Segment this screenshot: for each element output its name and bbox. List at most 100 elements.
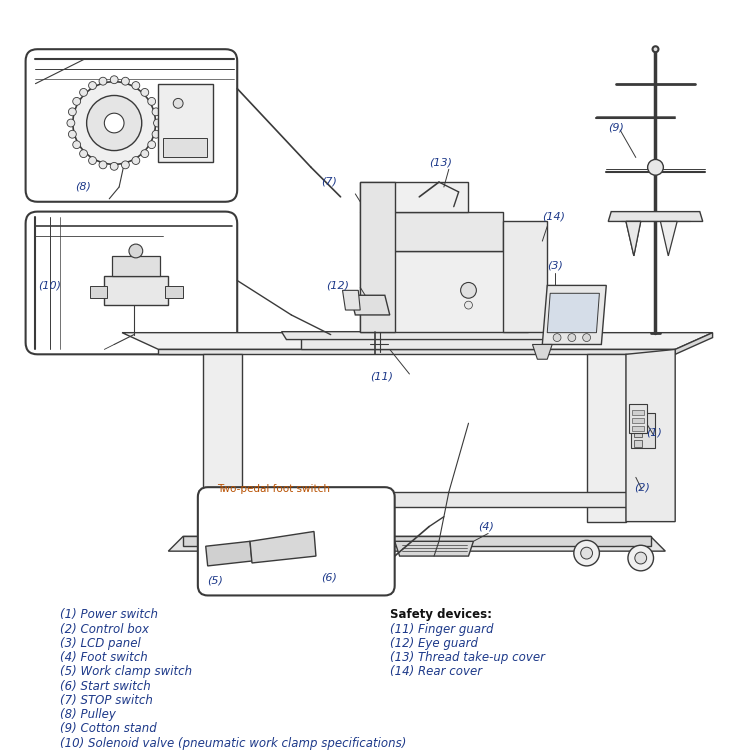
Circle shape	[568, 334, 576, 341]
Polygon shape	[661, 221, 677, 256]
Circle shape	[110, 76, 118, 84]
Circle shape	[132, 82, 140, 89]
Circle shape	[154, 119, 161, 127]
Polygon shape	[302, 332, 548, 350]
Bar	[158, 84, 212, 163]
Polygon shape	[503, 221, 548, 332]
Circle shape	[73, 82, 155, 164]
Circle shape	[122, 161, 129, 169]
Text: (10) Solenoid valve (pneumatic work clamp specifications): (10) Solenoid valve (pneumatic work clam…	[60, 736, 406, 750]
Polygon shape	[198, 492, 631, 507]
Circle shape	[634, 552, 646, 564]
Bar	[632, 426, 644, 431]
Circle shape	[88, 157, 97, 164]
Circle shape	[628, 545, 653, 571]
Circle shape	[580, 548, 592, 559]
Circle shape	[110, 163, 118, 170]
Text: (11): (11)	[370, 372, 393, 382]
Circle shape	[152, 108, 160, 116]
Circle shape	[88, 82, 97, 89]
Bar	[165, 286, 183, 298]
Polygon shape	[542, 286, 606, 344]
Text: (4): (4)	[478, 521, 494, 532]
Circle shape	[80, 88, 88, 96]
Circle shape	[122, 77, 129, 86]
Circle shape	[652, 46, 658, 53]
Circle shape	[583, 334, 590, 341]
Text: (14): (14)	[542, 211, 566, 221]
Circle shape	[73, 141, 80, 148]
Circle shape	[141, 150, 148, 158]
Text: (5): (5)	[207, 575, 223, 586]
Circle shape	[141, 88, 148, 96]
Text: (6) Start switch: (6) Start switch	[60, 680, 151, 692]
Text: (12) Eye guard: (12) Eye guard	[390, 637, 478, 650]
Circle shape	[148, 141, 156, 148]
Circle shape	[68, 108, 76, 116]
Text: (8) Pulley: (8) Pulley	[60, 708, 116, 722]
Polygon shape	[281, 332, 582, 340]
Polygon shape	[360, 251, 527, 332]
Text: Two-pedal foot switch: Two-pedal foot switch	[217, 484, 331, 494]
Polygon shape	[343, 290, 360, 310]
Circle shape	[73, 98, 80, 105]
Polygon shape	[104, 275, 168, 305]
Text: (3) LCD panel: (3) LCD panel	[60, 637, 141, 650]
Bar	[632, 410, 644, 416]
Text: (11) Finger guard: (11) Finger guard	[390, 622, 494, 635]
Polygon shape	[548, 293, 599, 333]
Circle shape	[104, 113, 124, 133]
Circle shape	[333, 545, 358, 571]
Text: (13) Thread take-up cover: (13) Thread take-up cover	[390, 651, 544, 664]
Text: (12): (12)	[326, 280, 349, 290]
Circle shape	[68, 130, 76, 138]
Polygon shape	[158, 350, 675, 354]
FancyBboxPatch shape	[198, 488, 394, 596]
Circle shape	[554, 334, 561, 341]
Text: (7) STOP switch: (7) STOP switch	[60, 694, 153, 706]
Bar	[89, 286, 107, 298]
Polygon shape	[350, 296, 390, 315]
FancyBboxPatch shape	[26, 211, 237, 354]
Circle shape	[148, 98, 156, 105]
Text: (9): (9)	[608, 123, 624, 133]
Circle shape	[200, 540, 226, 566]
Text: (10): (10)	[38, 280, 62, 290]
Text: (1) Power switch: (1) Power switch	[60, 608, 158, 621]
Text: (1): (1)	[646, 428, 662, 438]
Polygon shape	[675, 333, 712, 354]
Text: (7): (7)	[321, 177, 337, 187]
Polygon shape	[202, 354, 242, 522]
Bar	[631, 413, 656, 448]
Polygon shape	[626, 221, 640, 256]
Circle shape	[340, 552, 352, 564]
Polygon shape	[626, 350, 675, 522]
Bar	[629, 404, 646, 433]
Circle shape	[87, 95, 142, 151]
Bar	[634, 440, 642, 447]
Text: (9) Cotton stand: (9) Cotton stand	[60, 722, 157, 736]
Text: (8): (8)	[75, 182, 91, 192]
Circle shape	[173, 98, 183, 108]
Text: (3): (3)	[548, 261, 563, 271]
Circle shape	[648, 160, 663, 176]
Circle shape	[132, 157, 140, 164]
FancyBboxPatch shape	[26, 50, 237, 202]
Polygon shape	[250, 532, 316, 563]
Text: (2) Control box: (2) Control box	[60, 622, 149, 635]
Circle shape	[67, 119, 75, 127]
Polygon shape	[360, 182, 394, 332]
Polygon shape	[122, 333, 712, 350]
Text: (4) Foot switch: (4) Foot switch	[60, 651, 148, 664]
Bar	[634, 430, 642, 437]
Polygon shape	[608, 211, 703, 221]
Polygon shape	[626, 221, 640, 256]
Circle shape	[80, 150, 88, 158]
Circle shape	[460, 283, 476, 298]
Polygon shape	[183, 536, 650, 546]
Text: (2): (2)	[634, 482, 650, 492]
Bar	[632, 419, 644, 423]
Circle shape	[99, 161, 107, 169]
Text: (6): (6)	[321, 573, 337, 583]
Bar	[634, 420, 642, 428]
